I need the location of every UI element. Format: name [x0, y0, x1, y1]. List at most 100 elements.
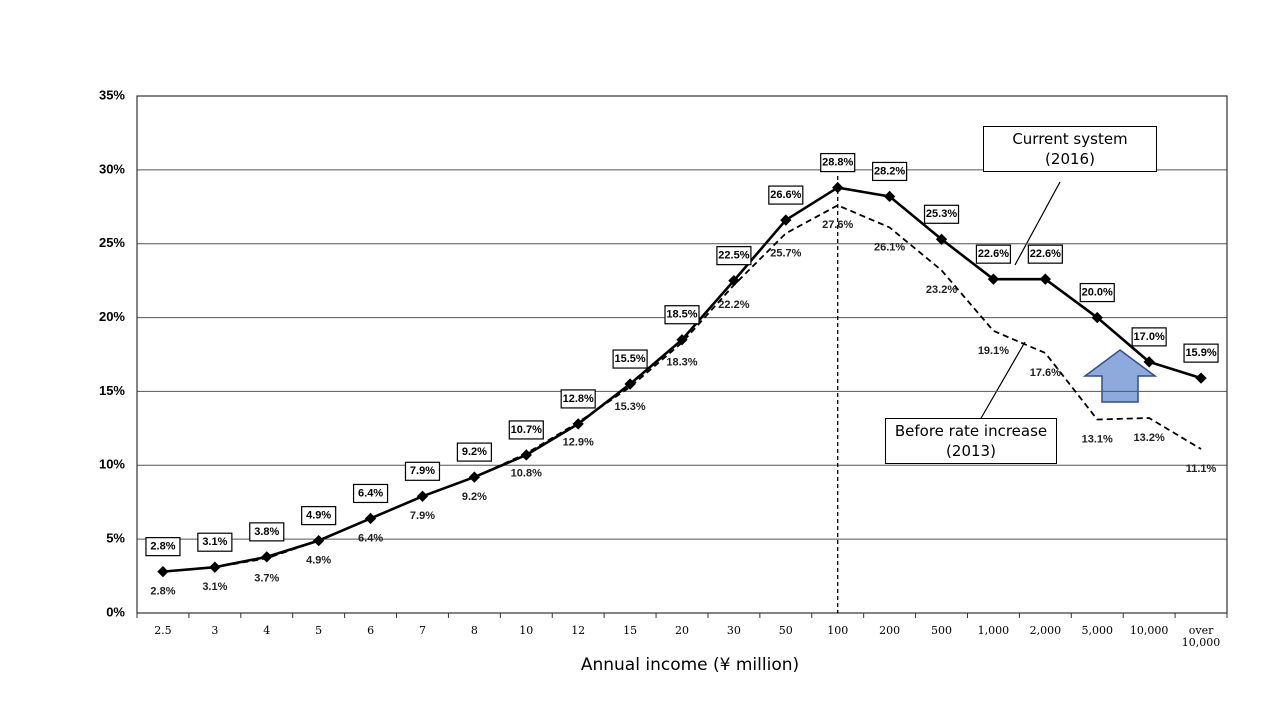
- point: [883, 190, 896, 203]
- value-label: 28.2%: [874, 165, 905, 177]
- label-box: [664, 305, 700, 325]
- value-label: 6.4%: [358, 487, 383, 499]
- arrow: [1082, 349, 1158, 403]
- value-label: 3.1%: [202, 581, 227, 593]
- label-box: [975, 244, 1012, 264]
- x-tick-label: 4: [263, 624, 271, 637]
- callout-leader: [979, 341, 1026, 421]
- label-box: [768, 185, 804, 205]
- point: [780, 214, 792, 226]
- x-tick-label: 10,000: [1129, 624, 1169, 637]
- value-label: 11.1%: [1186, 463, 1217, 475]
- label-box: [1079, 282, 1115, 303]
- value-label: 6.4%: [358, 532, 383, 544]
- value-label: 9.2%: [462, 446, 487, 458]
- value-label: 4.9%: [306, 510, 331, 522]
- label-box: [352, 483, 389, 504]
- x-tick-label: 10: [519, 624, 534, 637]
- x-tick-label: 8: [470, 624, 478, 637]
- value-label: 22.5%: [718, 250, 749, 262]
- value-label: 3.7%: [254, 572, 279, 584]
- x-tick-label: 1,000: [977, 624, 1010, 637]
- value-label: 17.0%: [1134, 331, 1165, 343]
- point: [1195, 372, 1207, 384]
- label-box: [612, 349, 648, 369]
- value-label: 12.8%: [563, 393, 594, 405]
- x-tick-label: 20: [675, 624, 689, 637]
- point: [987, 273, 1000, 285]
- point: [1039, 273, 1051, 285]
- x-tick-label: over 10,000: [1181, 624, 1221, 649]
- label-box: [1131, 327, 1167, 347]
- point: [313, 534, 325, 547]
- y-tick-label: 25%: [99, 235, 125, 250]
- value-label: 9.2%: [462, 491, 487, 503]
- value-label: 26.1%: [874, 241, 905, 253]
- value-label: 15.9%: [1185, 347, 1216, 359]
- value-label: 15.3%: [614, 401, 645, 413]
- point: [1091, 311, 1103, 324]
- label-box: [923, 204, 960, 224]
- x-tick-label: 7: [418, 624, 426, 637]
- point: [832, 181, 844, 194]
- label-box: [145, 537, 181, 557]
- label-box: [197, 532, 233, 552]
- x-axis-label: Annual income (¥ million): [580, 655, 800, 675]
- value-label: 3.1%: [202, 536, 227, 548]
- value-label: 12.9%: [563, 436, 594, 448]
- label-box: [404, 461, 441, 481]
- y-tick-label: 30%: [99, 161, 125, 176]
- value-label: 27.6%: [822, 219, 853, 231]
- label-box: [301, 506, 337, 526]
- point: [935, 233, 948, 245]
- label-box: [820, 152, 856, 173]
- point: [1143, 356, 1155, 368]
- value-label: 13.2%: [1134, 432, 1165, 444]
- point: [728, 274, 740, 287]
- value-label: 25.7%: [770, 247, 801, 259]
- x-tick-label: 2,000: [1029, 624, 1062, 637]
- x-tick-label: 5,000: [1081, 624, 1113, 637]
- x-tick-label: 15: [623, 624, 638, 637]
- value-label: 25.3%: [926, 208, 957, 220]
- x-tick-label: 500: [931, 624, 953, 637]
- label-box: [1183, 343, 1219, 363]
- label-box: [560, 389, 596, 409]
- value-label: 28.8%: [822, 156, 853, 168]
- x-tick-label: 3: [211, 624, 219, 637]
- callout: Before rate increase (2013): [885, 418, 1057, 464]
- label-box: [1027, 244, 1063, 264]
- point: [520, 449, 532, 461]
- x-tick-label: 200: [879, 624, 901, 637]
- y-tick-label: 20%: [99, 309, 125, 324]
- label-box: [872, 161, 908, 182]
- value-label: 3.8%: [254, 526, 279, 538]
- plot-frame: [136, 95, 1228, 614]
- value-label: 19.1%: [978, 345, 1009, 357]
- y-tick-label: 5%: [106, 531, 125, 546]
- x-tick-label: 50: [778, 624, 793, 637]
- label-box: [508, 420, 544, 440]
- value-label: 20.0%: [1082, 286, 1113, 298]
- label-box: [249, 522, 285, 542]
- label-box: [456, 442, 492, 462]
- value-label: 2.8%: [150, 586, 175, 598]
- value-label: 13.1%: [1082, 433, 1113, 445]
- y-tick-label: 15%: [99, 383, 125, 398]
- x-tick-label: 6: [367, 624, 375, 637]
- value-label: 26.6%: [770, 189, 801, 201]
- value-label: 15.5%: [614, 353, 645, 365]
- y-tick-label: 0%: [106, 604, 125, 619]
- point: [572, 418, 584, 430]
- label-box: [716, 246, 752, 266]
- callout: Current system (2016): [983, 126, 1157, 172]
- value-label: 22.2%: [718, 299, 749, 311]
- value-label: 22.6%: [978, 248, 1009, 260]
- value-label: 7.9%: [410, 510, 435, 522]
- callout-leader: [1014, 181, 1061, 266]
- value-label: 23.2%: [926, 284, 957, 296]
- grid: [137, 95, 1227, 614]
- value-label: 10.8%: [511, 467, 542, 479]
- point: [468, 471, 481, 483]
